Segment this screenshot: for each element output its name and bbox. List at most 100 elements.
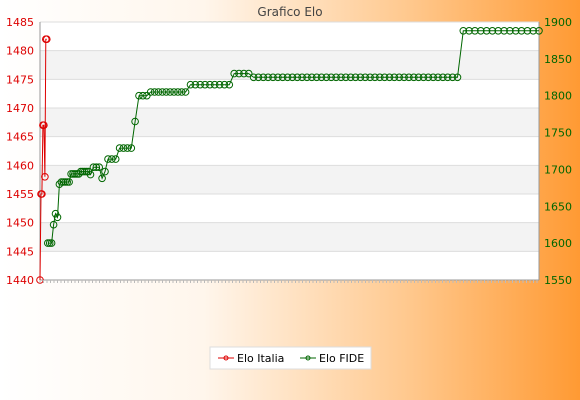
data-point <box>108 155 116 163</box>
data-point <box>119 144 128 152</box>
data-point <box>410 73 418 82</box>
data-point <box>51 209 60 218</box>
data-point <box>225 80 234 89</box>
plot-band <box>40 22 539 51</box>
data-point <box>366 73 374 82</box>
data-point <box>38 190 46 198</box>
data-point <box>131 117 139 126</box>
data-point <box>86 170 95 179</box>
data-point <box>210 80 219 89</box>
data-point <box>371 73 379 82</box>
data-point <box>443 73 452 82</box>
data-point <box>500 27 508 35</box>
series-layer <box>36 27 543 284</box>
data-point <box>80 167 89 176</box>
plot-background <box>39 21 540 281</box>
data-point <box>529 27 538 35</box>
data-point <box>459 27 468 35</box>
plot-band <box>40 165 539 194</box>
data-point <box>288 73 297 82</box>
data-point <box>312 73 321 82</box>
data-point <box>376 73 384 82</box>
data-point <box>511 27 520 35</box>
data-point <box>303 73 311 82</box>
plot-band <box>40 108 539 137</box>
data-point <box>45 239 54 247</box>
legend-marker-elo-fide <box>305 355 311 361</box>
data-point <box>43 35 51 44</box>
left-tick-label: 1450 <box>6 217 34 230</box>
right-tick-label: 1700 <box>544 163 572 176</box>
data-point <box>400 73 408 82</box>
data-point <box>174 88 182 96</box>
data-point <box>61 178 69 186</box>
data-point <box>356 73 365 82</box>
data-point <box>41 173 49 181</box>
left-tick-label: 1465 <box>6 131 34 144</box>
data-point <box>59 178 68 186</box>
data-point <box>235 69 243 78</box>
data-point <box>506 27 514 35</box>
data-point <box>44 239 52 247</box>
data-point <box>63 178 71 186</box>
left-tick-label: 1475 <box>6 73 34 86</box>
legend-label-elo-italia: Elo Italia <box>237 352 284 365</box>
data-point <box>385 73 394 82</box>
plot-band <box>40 79 539 108</box>
data-point <box>351 73 360 82</box>
data-point <box>53 213 62 222</box>
data-point <box>482 27 491 35</box>
data-point <box>135 91 143 100</box>
data-point <box>477 27 485 35</box>
data-point <box>154 88 163 96</box>
data-point <box>162 88 170 96</box>
data-point <box>327 73 336 82</box>
data-point <box>206 80 214 89</box>
data-point <box>254 73 263 82</box>
data-point <box>49 220 58 229</box>
data-point <box>69 170 77 178</box>
data-point <box>523 27 532 35</box>
data-point <box>274 73 282 82</box>
data-point <box>517 27 526 35</box>
right-tick-label: 1900 <box>544 16 572 29</box>
data-point <box>98 174 106 183</box>
data-point <box>317 73 326 82</box>
right-tick-label: 1600 <box>544 237 572 250</box>
data-point <box>186 80 195 89</box>
data-point <box>201 80 209 89</box>
data-point <box>191 80 200 89</box>
data-point <box>101 167 109 176</box>
data-point <box>215 80 224 89</box>
right-tick-label: 1800 <box>544 90 572 103</box>
data-point <box>346 73 355 82</box>
data-point <box>240 69 248 78</box>
plot-band <box>40 251 539 280</box>
data-point <box>278 73 287 82</box>
left-tick-label: 1445 <box>6 245 34 258</box>
data-point <box>181 88 190 96</box>
right-axis-ticks: 1550 1600 1650 1700 1750 1800 1850 1900 <box>544 16 572 287</box>
left-tick-label: 1480 <box>6 45 34 58</box>
data-point <box>139 91 147 100</box>
data-point <box>230 69 238 78</box>
left-tick-label: 1455 <box>6 188 34 201</box>
legend-box <box>209 346 372 370</box>
data-point <box>429 73 438 82</box>
data-point <box>395 73 404 82</box>
data-point <box>293 73 302 82</box>
left-tick-label: 1460 <box>6 159 34 172</box>
plot-band <box>40 222 539 252</box>
data-point <box>57 178 66 186</box>
data-point <box>337 73 345 82</box>
data-point <box>308 73 316 82</box>
data-point <box>220 80 229 89</box>
data-point <box>361 73 370 82</box>
data-point <box>332 73 340 82</box>
data-point <box>424 73 433 82</box>
data-point <box>342 73 350 82</box>
data-point <box>47 239 56 247</box>
data-point <box>434 73 442 82</box>
data-point <box>471 27 479 35</box>
